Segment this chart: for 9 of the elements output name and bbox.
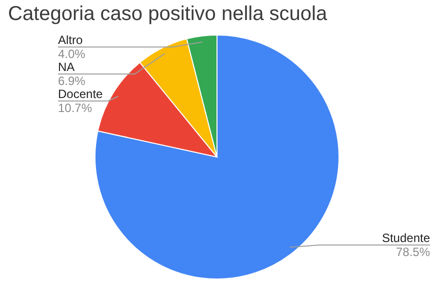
- slice-label: Docente: [58, 87, 104, 101]
- slice-label: NA: [58, 60, 75, 74]
- slice-label: Altro: [58, 33, 83, 47]
- data-label: 78.5%: [396, 245, 430, 259]
- data-label: 4.0%: [58, 47, 86, 61]
- chart-title: Categoria caso positivo nella scuola: [8, 3, 328, 25]
- slice-label: Studente: [382, 231, 430, 245]
- data-label: 10.7%: [58, 101, 92, 115]
- data-label: 6.9%: [58, 74, 86, 88]
